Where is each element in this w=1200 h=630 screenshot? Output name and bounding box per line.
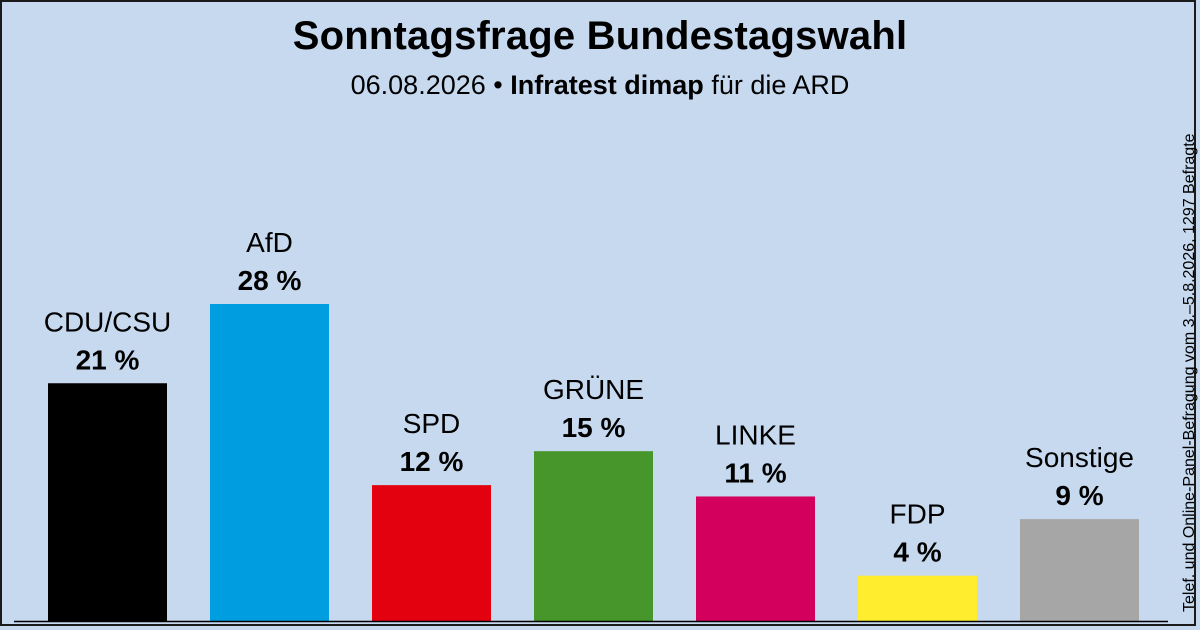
category-label: GRÜNE bbox=[543, 374, 644, 405]
value-label: 9 % bbox=[1055, 480, 1103, 511]
category-label: SPD bbox=[403, 408, 461, 439]
bar-afd bbox=[210, 304, 329, 621]
survey-note: Telef. und Online-Panel-Befragung vom 3.… bbox=[1181, 133, 1198, 612]
value-label: 12 % bbox=[400, 446, 464, 477]
bar-gr-ne bbox=[534, 451, 653, 621]
value-label: 21 % bbox=[76, 344, 140, 375]
category-label: LINKE bbox=[715, 419, 796, 450]
bar-fdp bbox=[858, 575, 977, 621]
separator-bullet: • bbox=[493, 70, 503, 100]
poll-institute: Infratest dimap bbox=[510, 70, 704, 100]
bar-spd bbox=[372, 485, 491, 621]
bar-linke bbox=[696, 496, 815, 621]
value-label: 28 % bbox=[238, 265, 302, 296]
bar-sonstige bbox=[1020, 519, 1139, 621]
value-label: 11 % bbox=[724, 457, 786, 488]
category-label: FDP bbox=[890, 499, 946, 530]
value-label: 15 % bbox=[562, 412, 626, 443]
category-label: AfD bbox=[246, 227, 293, 258]
chart-title: Sonntagsfrage Bundestagswahl bbox=[292, 14, 908, 58]
value-label: 4 % bbox=[893, 537, 941, 568]
poll-client: für die ARD bbox=[711, 70, 850, 100]
bar-cdu-csu bbox=[48, 383, 167, 621]
chart-subtitle: 06.08.2026 • Infratest dimap für die ARD bbox=[0, 70, 1200, 101]
poll-date: 06.08.2026 bbox=[350, 70, 486, 100]
category-label: Sonstige bbox=[1025, 442, 1134, 473]
category-label: CDU/CSU bbox=[44, 306, 172, 337]
